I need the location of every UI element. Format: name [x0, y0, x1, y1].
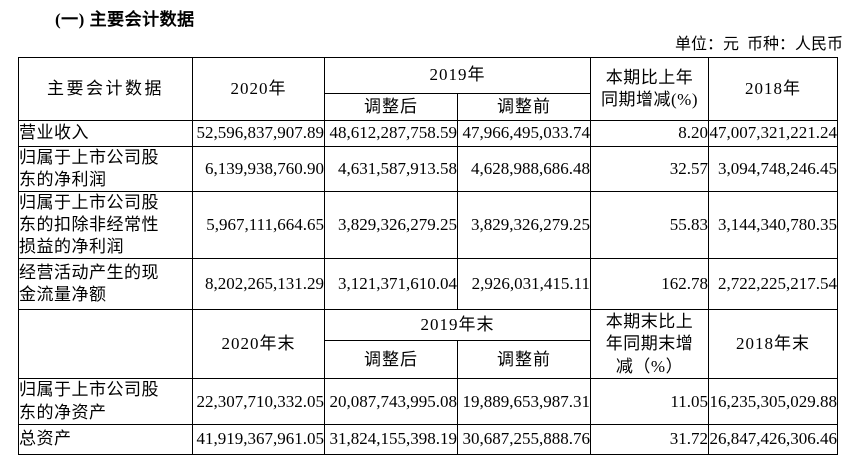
row-label: 归属于上市公司股 东的净资产	[18, 378, 193, 425]
table-row-net-assets: 归属于上市公司股 东的净资产 22,307,710,332.05 20,087,…	[18, 378, 838, 425]
cell-2020: 52,596,837,907.89	[192, 120, 325, 147]
cell-2019-adjusted: 48,612,287,758.59	[324, 120, 458, 147]
cell-2018: 3,094,748,246.45	[708, 145, 838, 193]
accounting-data-table: 主要会计数据 2020年 2019年 本期比上年 同期增减(%) 2018年 调…	[18, 57, 838, 455]
cell-2019-before: 30,687,255,888.76	[457, 423, 591, 455]
col-header-2019: 2019年	[324, 57, 591, 94]
cell-2020: 8,202,265,131.29	[192, 258, 325, 311]
row-label: 营业收入	[18, 120, 193, 147]
cell-2019-adjusted: 3,829,326,279.25	[324, 191, 458, 260]
annual-header-row-sub: 调整后 调整前	[19, 93, 838, 121]
col-header-change: 本期比上年 同期增减(%)	[590, 57, 709, 121]
col-header-before: 调整前	[457, 93, 591, 121]
cell-change: 8.20	[590, 120, 709, 147]
cell-2018: 26,847,426,306.46	[708, 423, 838, 455]
col-header-2020-end: 2020年末	[192, 309, 325, 380]
cell-change: 32.57	[590, 145, 709, 193]
row-label: 归属于上市公司股 东的净利润	[18, 145, 193, 193]
col-header-end-change: 本期末比上 年同期末增 减（%）	[590, 309, 709, 380]
col-header-2020: 2020年	[192, 57, 325, 121]
table-row-operating-cash-flow: 经营活动产生的现 金流量净额 8,202,265,131.29 3,121,37…	[18, 258, 838, 311]
col-header-main-empty	[18, 309, 193, 380]
section-heading: (一) 主要会计数据	[55, 10, 195, 29]
period-end-header-row-sub: 调整后 调整前	[19, 340, 838, 380]
table-row-total-assets: 总资产 41,919,367,961.05 31,824,155,398.19 …	[18, 423, 838, 455]
cell-2019-adjusted: 20,087,743,995.08	[324, 378, 458, 425]
cell-2018: 47,007,321,221.24	[708, 120, 838, 147]
cell-2019-before: 3,829,326,279.25	[457, 191, 591, 260]
col-header-before: 调整前	[457, 340, 591, 380]
cell-2019-before: 2,926,031,415.11	[457, 258, 591, 311]
col-header-main: 主要会计数据	[18, 57, 193, 121]
cell-2019-adjusted: 31,824,155,398.19	[324, 423, 458, 455]
table-row-net-profit: 归属于上市公司股 东的净利润 6,139,938,760.90 4,631,58…	[18, 145, 838, 193]
row-label: 经营活动产生的现 金流量净额	[18, 258, 193, 311]
col-header-2018: 2018年	[708, 57, 838, 121]
row-label: 归属于上市公司股 东的扣除非经常性 损益的净利润	[18, 191, 193, 260]
table-row-revenue: 营业收入 52,596,837,907.89 48,612,287,758.59…	[18, 120, 838, 147]
col-header-2018-end: 2018年末	[708, 309, 838, 380]
col-header-2019-end: 2019年末	[324, 309, 591, 342]
cell-2020: 22,307,710,332.05	[192, 378, 325, 425]
cell-change: 55.83	[590, 191, 709, 260]
cell-change: 11.05	[590, 378, 709, 425]
period-end-header-row-top: 2020年末 2019年末 本期末比上 年同期末增 减（%） 2018年末	[18, 309, 838, 380]
col-header-adjusted: 调整后	[324, 93, 458, 121]
cell-2019-adjusted: 3,121,371,610.04	[324, 258, 458, 311]
cell-2019-before: 47,966,495,033.74	[457, 120, 591, 147]
cell-2019-before: 4,628,988,686.48	[457, 145, 591, 193]
cell-2020: 41,919,367,961.05	[192, 423, 325, 455]
cell-2018: 2,722,225,217.54	[708, 258, 838, 311]
col-header-adjusted: 调整后	[324, 340, 458, 380]
cell-2020: 5,967,111,664.65	[192, 191, 325, 260]
cell-change: 31.72	[590, 423, 709, 455]
cell-2019-adjusted: 4,631,587,913.58	[324, 145, 458, 193]
cell-2018: 16,235,305,029.88	[708, 378, 838, 425]
cell-2020: 6,139,938,760.90	[192, 145, 325, 193]
annual-header-row-top: 主要会计数据 2020年 2019年 本期比上年 同期增减(%) 2018年	[18, 57, 838, 121]
cell-change: 162.78	[590, 258, 709, 311]
cell-2018: 3,144,340,780.35	[708, 191, 838, 260]
unit-note: 单位：元 币种：人民币	[674, 36, 843, 53]
table-row-net-profit-deducted: 归属于上市公司股 东的扣除非经常性 损益的净利润 5,967,111,664.6…	[18, 191, 838, 260]
row-label: 总资产	[18, 423, 193, 455]
cell-2019-before: 19,889,653,987.31	[457, 378, 591, 425]
